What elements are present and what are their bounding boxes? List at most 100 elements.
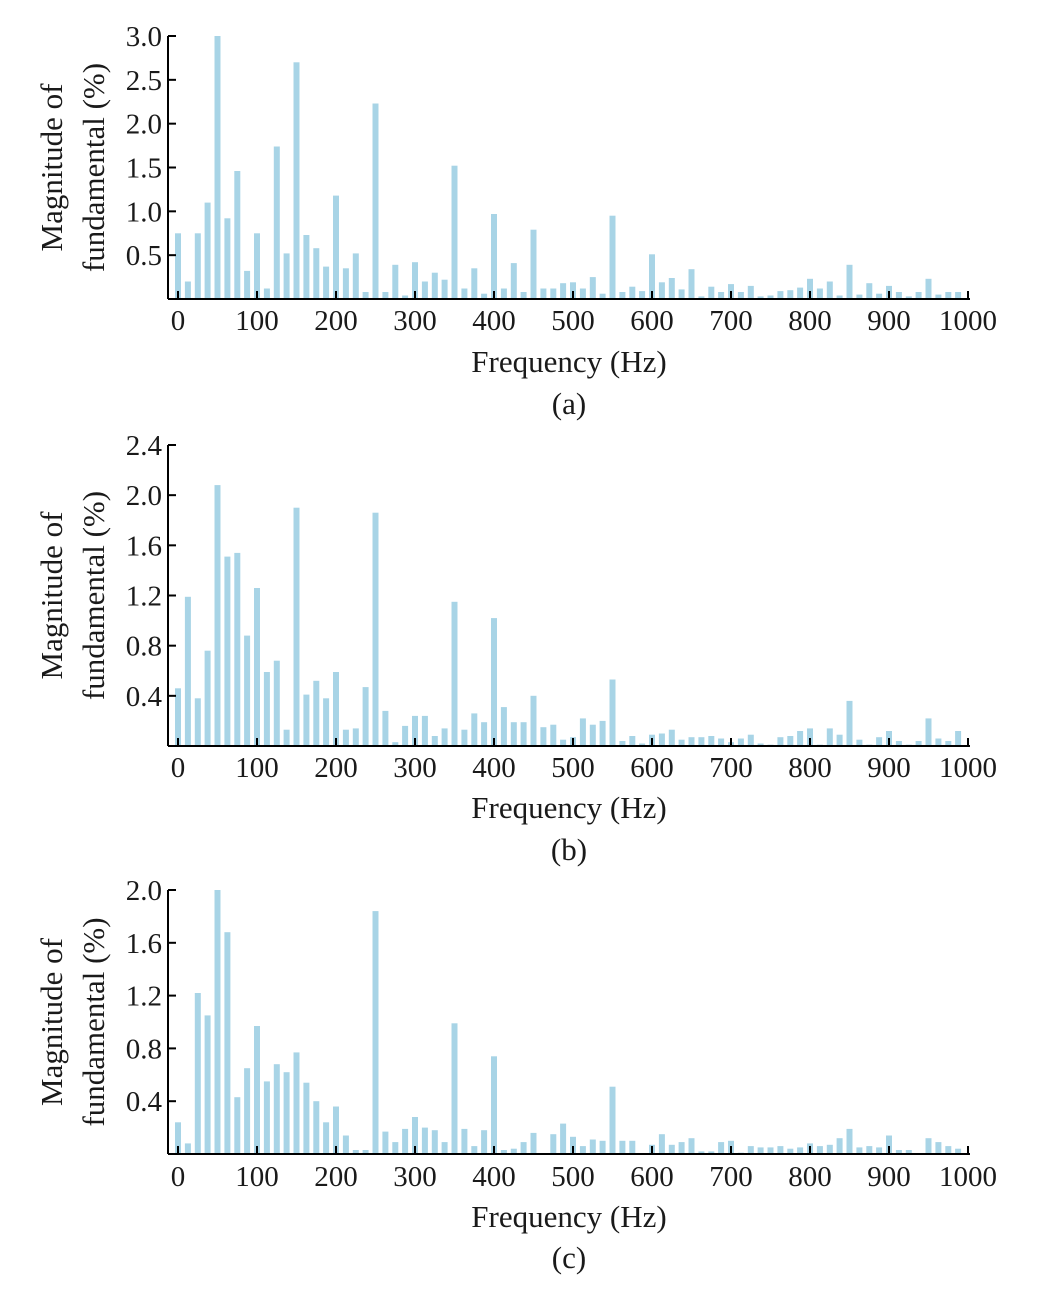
bar-mark	[737, 292, 744, 299]
bar-mark	[658, 282, 665, 299]
bar-mark	[382, 710, 389, 746]
bar-mark	[767, 295, 774, 299]
bar-mark	[678, 289, 685, 299]
bar-mark	[747, 1146, 754, 1154]
bar-mark	[797, 731, 804, 746]
bar-mark	[816, 1146, 823, 1154]
bar-mark	[441, 728, 448, 746]
bar-mark	[313, 680, 320, 746]
x-tick-label: 700	[709, 305, 753, 337]
bar-mark	[184, 596, 191, 746]
bar-mark	[688, 737, 695, 746]
bar-mark	[619, 1140, 626, 1154]
x-axis-label: Frequency (Hz)	[471, 1199, 666, 1234]
bar-mark	[945, 741, 952, 746]
x-tick-label: 200	[314, 752, 358, 784]
bar-mark	[570, 282, 576, 299]
bar-mark	[530, 1132, 537, 1154]
x-tick-label: 1000	[939, 1161, 997, 1193]
x-tick-label: 400	[472, 1161, 516, 1193]
x-tick-label: 500	[551, 305, 595, 337]
x-axis-label: Frequency (Hz)	[471, 790, 666, 825]
bar-mark	[392, 742, 399, 746]
bar-mark	[352, 253, 359, 299]
bar-mark	[550, 724, 557, 746]
y-axis-label-line1: Magnitude of	[34, 83, 69, 252]
bar-mark	[609, 1086, 616, 1154]
panel-caption: (a)	[552, 386, 586, 421]
bar-mark	[273, 1064, 280, 1154]
bar-mark	[787, 1148, 794, 1154]
bar-mark	[175, 1122, 181, 1154]
bar-mark	[777, 737, 784, 746]
bar-mark	[698, 737, 705, 746]
bar-mark	[846, 700, 853, 746]
bar-mark	[915, 741, 922, 746]
bar-mark	[500, 1150, 507, 1154]
x-tick-label: 900	[867, 752, 911, 784]
bar-mark	[530, 229, 537, 299]
x-tick-label: 200	[314, 1161, 358, 1193]
bar-mark	[579, 718, 586, 746]
y-tick-label: 1.6	[126, 928, 162, 960]
bar-mark	[688, 269, 695, 299]
y-tick-label: 2.5	[126, 65, 162, 97]
bar-mark	[540, 288, 547, 299]
bar-mark	[807, 728, 813, 746]
bar-mark	[668, 729, 675, 746]
y-tick-label: 1.2	[126, 581, 162, 613]
bar-mark	[342, 268, 349, 299]
bar-mark	[718, 1142, 725, 1154]
x-tick-label: 600	[630, 752, 674, 784]
bar-mark	[204, 202, 211, 299]
bar-mark	[787, 736, 794, 746]
bar-mark	[905, 296, 912, 299]
bar-mark	[234, 552, 241, 746]
bar-mark	[471, 1146, 478, 1154]
bar-mark	[708, 736, 715, 746]
bar-mark	[461, 1128, 468, 1154]
bar-mark	[945, 1146, 952, 1154]
x-tick-label: 300	[393, 752, 437, 784]
bar-mark	[273, 660, 280, 746]
bar-mark	[510, 722, 517, 746]
bar-mark	[807, 278, 813, 299]
bar-mark	[678, 1142, 685, 1154]
bar-mark	[254, 1026, 260, 1154]
bar-mark	[708, 1151, 715, 1154]
bar-mark	[362, 292, 369, 299]
x-tick-label: 700	[709, 752, 753, 784]
y-tick-label: 0.4	[126, 681, 163, 713]
bar-mark	[510, 1148, 517, 1154]
bar-mark	[303, 1082, 310, 1154]
bar-mark	[530, 695, 537, 746]
bar-mark	[323, 1122, 330, 1154]
bar-mark	[955, 1148, 962, 1154]
bar-mark	[273, 146, 280, 299]
bar-mark	[303, 694, 310, 746]
bar-mark	[372, 911, 379, 1154]
bar-mark	[491, 618, 497, 746]
bar-mark	[629, 1140, 636, 1154]
y-tick-label: 0.4	[126, 1086, 163, 1118]
x-tick-label: 600	[630, 1161, 674, 1193]
bar-mark	[747, 285, 754, 299]
bar-mark	[560, 739, 567, 746]
bar-mark	[323, 266, 330, 299]
bar-mark	[283, 1072, 290, 1154]
x-tick-label: 900	[867, 1161, 911, 1193]
bar-mark	[520, 1142, 527, 1154]
bar-mark	[639, 743, 646, 746]
bar-mark	[787, 290, 794, 299]
x-tick-label: 600	[630, 305, 674, 337]
y-tick-label: 3.0	[126, 21, 162, 53]
bar-mark	[372, 512, 379, 746]
chart-panel-c: 0.4 0.8 1.2 1.6 2.0 0 100 200 300 400 500 600 700 800…	[34, 875, 997, 1275]
bar-mark	[836, 734, 843, 746]
bar-mark	[224, 556, 231, 746]
x-tick-label: 100	[235, 305, 279, 337]
bar-mark	[895, 1150, 902, 1154]
bar-mark	[175, 233, 181, 300]
bar-mark	[737, 738, 744, 746]
